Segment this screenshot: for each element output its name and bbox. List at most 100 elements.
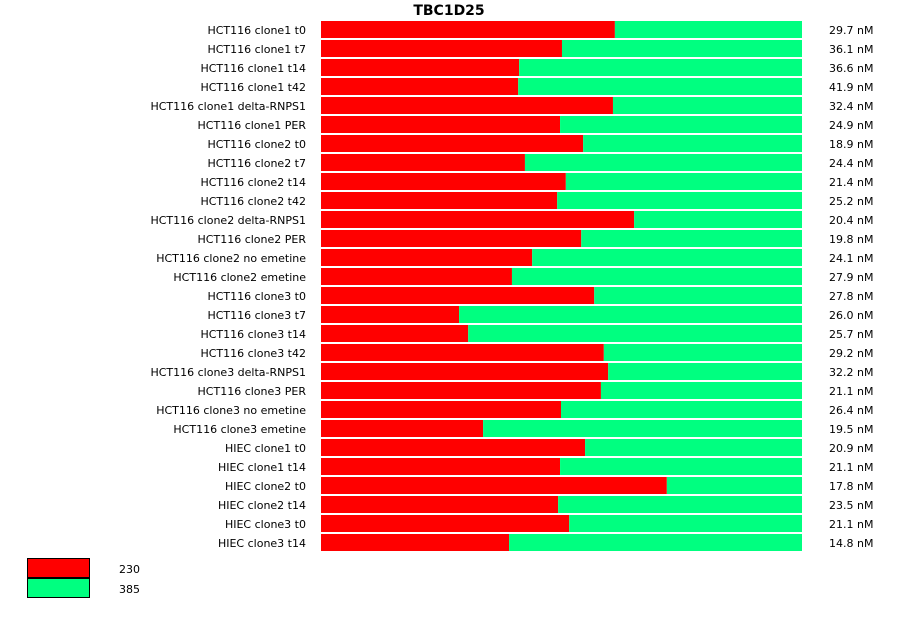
bar-segment-230 [321, 344, 604, 361]
bar-segment-230 [321, 534, 510, 551]
category-label: HCT116 clone2 delta-RNPS1 [150, 214, 306, 227]
total-label: 21.4 nM [829, 176, 873, 189]
category-label: HCT116 clone1 delta-RNPS1 [150, 100, 306, 113]
legend-label: 230 [119, 563, 140, 576]
bar-segment-385 [532, 249, 802, 266]
category-label: HCT116 clone2 PER [198, 233, 307, 246]
bar-segment-230 [321, 420, 484, 437]
total-label: 17.8 nM [829, 480, 873, 493]
bar-segment-385 [600, 382, 802, 399]
bar-segment-385 [583, 135, 802, 152]
bar-segment-230 [321, 249, 533, 266]
category-label: HCT116 clone3 delta-RNPS1 [150, 366, 306, 379]
bar-segment-385 [524, 154, 802, 171]
total-label: 24.1 nM [829, 252, 873, 265]
category-label: HCT116 clone3 no emetine [156, 404, 306, 417]
category-label: HCT116 clone2 t42 [200, 195, 306, 208]
bar-segment-385 [519, 59, 802, 76]
total-label: 32.2 nM [829, 366, 873, 379]
total-label: 29.2 nM [829, 347, 873, 360]
total-label: 36.1 nM [829, 43, 873, 56]
bar-segment-230 [321, 401, 562, 418]
bar-segment-385 [565, 173, 802, 190]
category-label: HIEC clone3 t14 [218, 537, 306, 550]
total-label: 36.6 nM [829, 62, 873, 75]
bar-segment-230 [321, 211, 635, 228]
bar-segment-385 [557, 192, 802, 209]
total-label: 18.9 nM [829, 138, 873, 151]
category-label: HCT116 clone3 t7 [207, 309, 306, 322]
category-label: HIEC clone2 t14 [218, 499, 306, 512]
bar-segment-385 [614, 21, 802, 38]
bar-segment-385 [603, 344, 802, 361]
bar-segment-385 [594, 287, 802, 304]
category-label: HIEC clone1 t14 [218, 461, 306, 474]
category-label: HCT116 clone2 t7 [207, 157, 306, 170]
bar-segment-230 [321, 515, 570, 532]
total-label: 27.8 nM [829, 290, 873, 303]
bar-segment-230 [321, 173, 566, 190]
bar-segment-230 [321, 135, 584, 152]
total-label: 20.4 nM [829, 214, 873, 227]
bar-segment-385 [558, 496, 802, 513]
legend-swatch-230 [27, 558, 90, 578]
bar-segment-230 [321, 116, 561, 133]
total-label: 20.9 nM [829, 442, 873, 455]
category-label: HCT116 clone2 t0 [207, 138, 306, 151]
bar-segment-230 [321, 496, 559, 513]
category-label: HCT116 clone2 emetine [173, 271, 306, 284]
bar-segment-385 [518, 78, 802, 95]
category-label: HIEC clone2 t0 [225, 480, 306, 493]
bar-segment-230 [321, 363, 609, 380]
bar-segment-230 [321, 59, 520, 76]
total-label: 24.9 nM [829, 119, 873, 132]
bar-segment-385 [569, 515, 802, 532]
bar-segment-230 [321, 40, 562, 57]
total-label: 21.1 nM [829, 461, 873, 474]
bar-segment-230 [321, 78, 519, 95]
total-label: 21.1 nM [829, 385, 873, 398]
total-label: 14.8 nM [829, 537, 873, 550]
chart-title: TBC1D25 [413, 3, 484, 19]
bar-segment-230 [321, 477, 667, 494]
category-label: HIEC clone3 t0 [225, 518, 306, 531]
legend-label: 385 [119, 583, 140, 596]
bar-segment-385 [560, 116, 802, 133]
bar-segment-230 [321, 382, 601, 399]
bar-segment-230 [321, 97, 613, 114]
bar-segment-230 [321, 230, 582, 247]
bar-segment-385 [581, 230, 802, 247]
bar-segment-385 [585, 439, 802, 456]
bar-segment-385 [561, 40, 802, 57]
total-label: 21.1 nM [829, 518, 873, 531]
legend-swatch-385 [27, 578, 90, 598]
bar-segment-385 [459, 306, 802, 323]
total-label: 32.4 nM [829, 100, 873, 113]
total-label: 19.5 nM [829, 423, 873, 436]
bar-segment-230 [321, 439, 586, 456]
category-label: HCT116 clone3 emetine [173, 423, 306, 436]
bar-segment-230 [321, 192, 558, 209]
bar-segment-385 [511, 268, 802, 285]
category-label: HIEC clone1 t0 [225, 442, 306, 455]
category-label: HCT116 clone3 t14 [200, 328, 306, 341]
category-label: HCT116 clone1 PER [198, 119, 307, 132]
category-label: HCT116 clone2 no emetine [156, 252, 306, 265]
category-label: HCT116 clone3 PER [198, 385, 307, 398]
bar-segment-385 [608, 363, 802, 380]
bar-segment-385 [483, 420, 802, 437]
total-label: 29.7 nM [829, 24, 873, 37]
bar-segment-385 [509, 534, 802, 551]
total-label: 41.9 nM [829, 81, 873, 94]
total-label: 26.4 nM [829, 404, 873, 417]
total-label: 27.9 nM [829, 271, 873, 284]
bar-segment-230 [321, 458, 561, 475]
category-label: HCT116 clone2 t14 [200, 176, 306, 189]
bar-segment-385 [560, 458, 802, 475]
category-label: HCT116 clone1 t0 [207, 24, 306, 37]
bar-segment-230 [321, 287, 595, 304]
category-label: HCT116 clone1 t42 [200, 81, 306, 94]
bar-segment-385 [468, 325, 802, 342]
category-label: HCT116 clone1 t7 [207, 43, 306, 56]
